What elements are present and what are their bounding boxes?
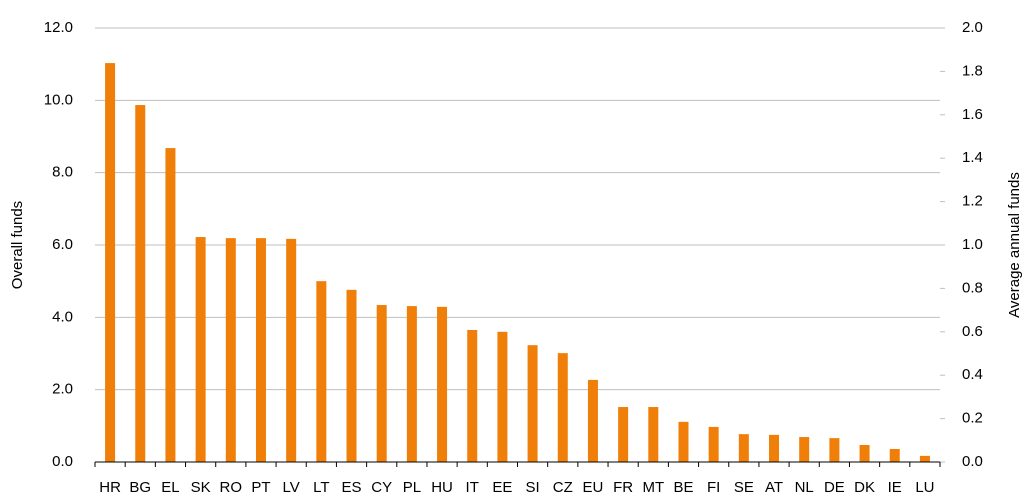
- bar: [225, 238, 236, 462]
- x-tick-label: IE: [888, 479, 902, 496]
- y2-tick-label: 1.0: [962, 236, 983, 253]
- x-tick-label: BE: [673, 479, 693, 496]
- bar: [708, 426, 719, 462]
- y2-tick-label: 2.0: [962, 19, 983, 36]
- y-tick-label: 4.0: [52, 308, 73, 325]
- y2-tick-label: 0.0: [962, 453, 983, 470]
- x-tick-label: IT: [466, 479, 479, 496]
- x-tick-label: HU: [431, 479, 453, 496]
- bar: [135, 105, 146, 462]
- x-tick-label: HR: [99, 479, 121, 496]
- y2-tick-label: 1.2: [962, 193, 983, 210]
- y-axis-label: Overall funds: [9, 201, 26, 289]
- x-tick-label: LU: [915, 479, 934, 496]
- y2-tick-label: 0.4: [962, 366, 983, 383]
- y2-tick-label: 1.6: [962, 106, 983, 123]
- y-tick-label: 10.0: [44, 91, 73, 108]
- x-tick-label: RO: [220, 479, 243, 496]
- bar: [889, 448, 900, 462]
- x-tick-label: FR: [613, 479, 633, 496]
- x-tick-label: PT: [251, 479, 270, 496]
- bar: [678, 421, 689, 462]
- bar: [195, 237, 206, 462]
- x-tick-label: LT: [313, 479, 329, 496]
- bar: [497, 331, 508, 462]
- bar: [255, 238, 266, 462]
- y-tick-label: 0.0: [52, 453, 73, 470]
- bar: [799, 437, 810, 462]
- y2-tick-label: 0.2: [962, 410, 983, 427]
- x-tick-label: BG: [129, 479, 151, 496]
- bar: [286, 238, 297, 462]
- y2-tick-label: 0.6: [962, 323, 983, 340]
- x-tick-label: EL: [161, 479, 179, 496]
- x-tick-label: CY: [371, 479, 392, 496]
- x-tick-label: CZ: [553, 479, 573, 496]
- x-tick-label: EE: [492, 479, 512, 496]
- x-tick-label: AT: [765, 479, 783, 496]
- bar: [587, 379, 598, 462]
- bar: [527, 345, 538, 462]
- x-tick-label: ES: [342, 479, 362, 496]
- bar: [829, 438, 840, 462]
- x-tick-label: NL: [795, 479, 814, 496]
- x-tick-label: EU: [583, 479, 604, 496]
- bar: [919, 455, 930, 462]
- bar: [316, 281, 327, 462]
- y2-tick-label: 1.8: [962, 62, 983, 79]
- y-tick-label: 6.0: [52, 236, 73, 253]
- x-tick-label: MT: [642, 479, 664, 496]
- y2-tick-label: 0.8: [962, 279, 983, 296]
- bar: [165, 148, 176, 462]
- y-tick-label: 2.0: [52, 381, 73, 398]
- bar: [346, 289, 357, 462]
- bar: [648, 407, 659, 462]
- x-tick-label: FI: [707, 479, 720, 496]
- x-tick-label: SI: [525, 479, 539, 496]
- bar: [769, 434, 780, 462]
- x-tick-label: DK: [854, 479, 875, 496]
- x-tick-label: PL: [403, 479, 421, 496]
- bar: [437, 306, 448, 462]
- bar: [467, 329, 478, 462]
- x-tick-label: LV: [283, 479, 300, 496]
- bar: [618, 407, 629, 462]
- y-tick-label: 8.0: [52, 164, 73, 181]
- bar: [376, 305, 387, 462]
- bar: [557, 353, 568, 462]
- y2-axis-label: Average annual funds: [1006, 172, 1023, 318]
- x-tick-label: SE: [734, 479, 754, 496]
- bar: [859, 445, 870, 462]
- bar: [105, 63, 116, 462]
- x-tick-label: DE: [824, 479, 845, 496]
- x-tick-label: SK: [191, 479, 211, 496]
- bar: [406, 306, 417, 462]
- y-tick-label: 12.0: [44, 19, 73, 36]
- y2-tick-label: 1.4: [962, 149, 983, 166]
- bar: [738, 434, 749, 462]
